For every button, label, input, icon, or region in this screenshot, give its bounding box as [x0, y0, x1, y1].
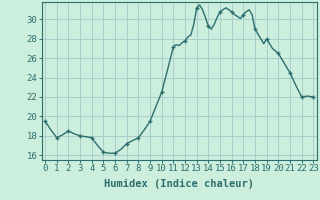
X-axis label: Humidex (Indice chaleur): Humidex (Indice chaleur)	[104, 179, 254, 189]
